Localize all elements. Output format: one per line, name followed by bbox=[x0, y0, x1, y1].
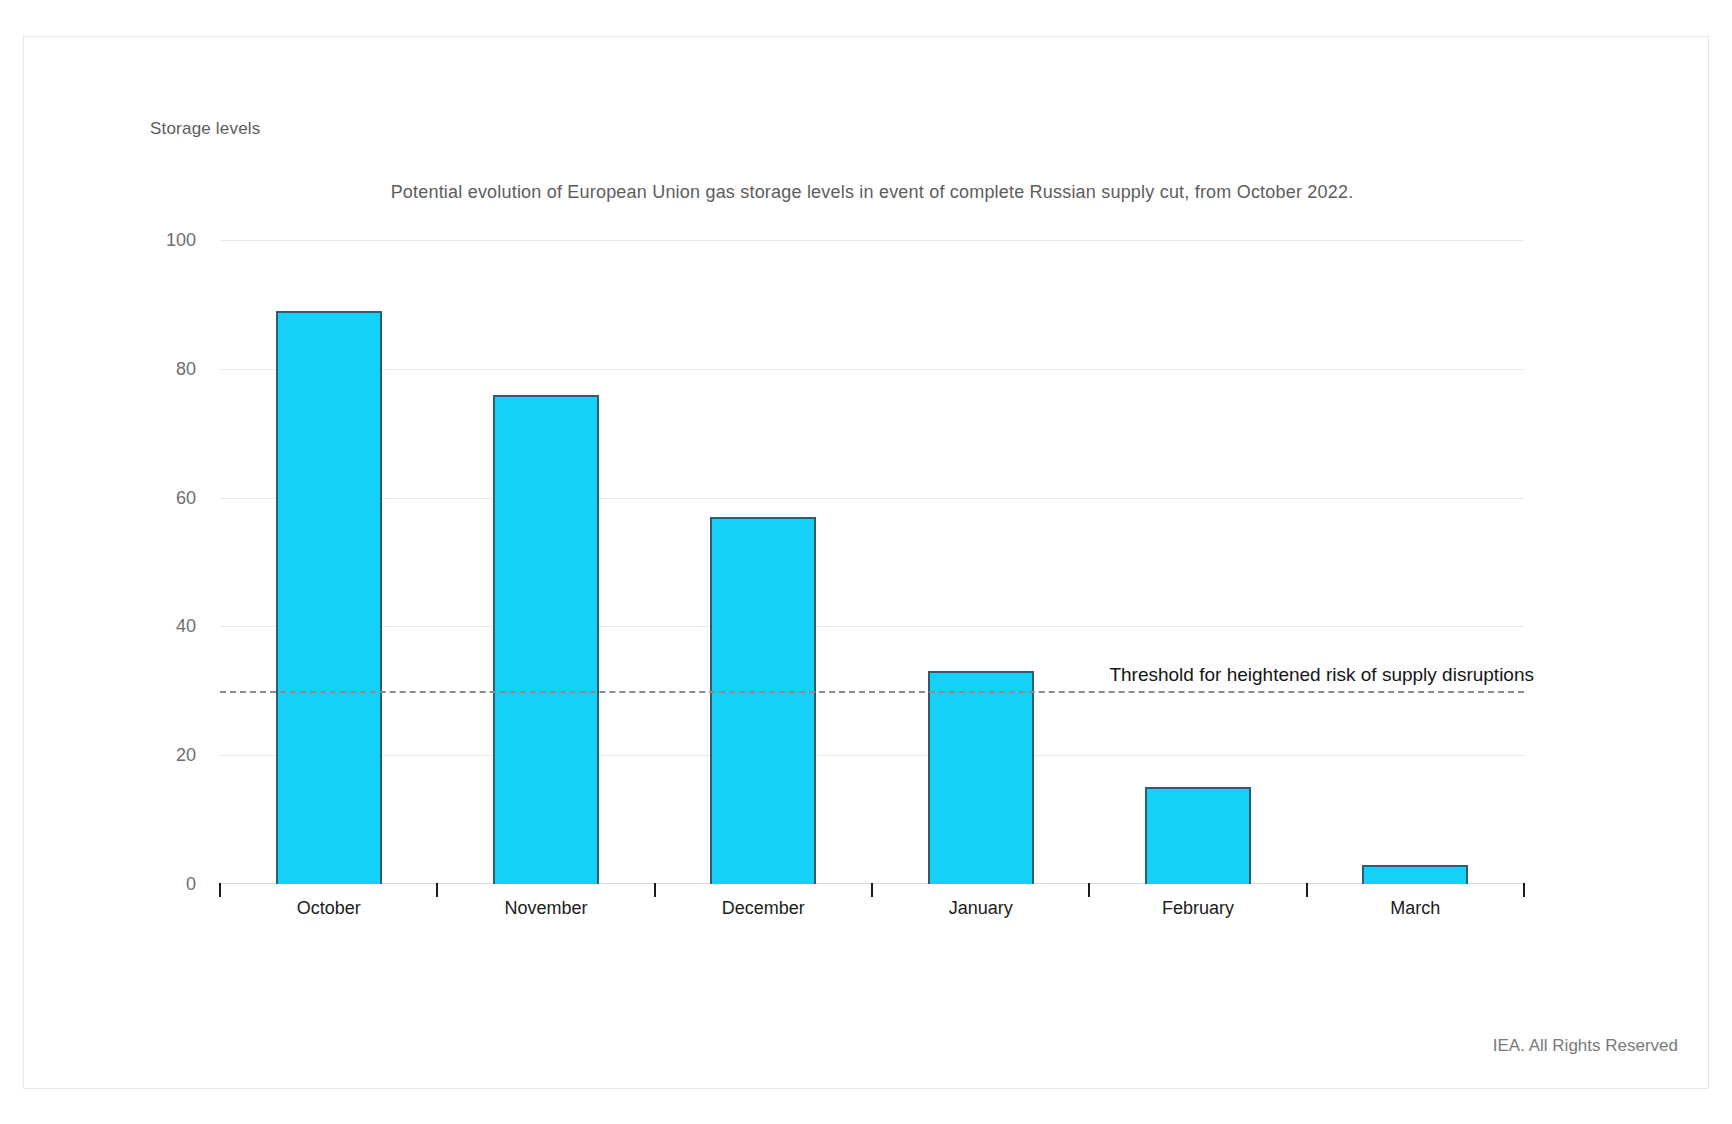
plot-area: Threshold for heightened risk of supply … bbox=[220, 240, 1524, 884]
copyright-credit: IEA. All Rights Reserved bbox=[1493, 1036, 1678, 1056]
x-axis-tick-mark bbox=[1088, 883, 1090, 897]
bar-march[interactable] bbox=[1362, 865, 1468, 884]
bar-slot-november bbox=[437, 240, 654, 884]
x-axis-tick-mark bbox=[654, 883, 656, 897]
x-axis-tick-mark bbox=[1306, 883, 1308, 897]
bar-slot-february bbox=[1089, 240, 1306, 884]
bar-slot-march bbox=[1307, 240, 1524, 884]
y-tick-label-0: 0 bbox=[24, 874, 196, 895]
y-tick-label-80: 80 bbox=[24, 358, 196, 379]
x-category-label-february: February bbox=[1089, 898, 1306, 919]
chart-title: Potential evolution of European Union ga… bbox=[220, 182, 1524, 203]
x-axis-tick-mark bbox=[219, 883, 221, 897]
bar-slot-january bbox=[872, 240, 1089, 884]
bar-january[interactable] bbox=[928, 671, 1034, 884]
x-category-label-march: March bbox=[1307, 898, 1524, 919]
y-tick-label-40: 40 bbox=[24, 616, 196, 637]
bar-slot-october bbox=[220, 240, 437, 884]
x-axis-tick-mark bbox=[871, 883, 873, 897]
y-axis-tick-labels: 020406080100 bbox=[24, 240, 196, 884]
threshold-label: Threshold for heightened risk of supply … bbox=[1109, 664, 1534, 686]
bar-october[interactable] bbox=[276, 311, 382, 884]
y-tick-label-100: 100 bbox=[24, 230, 196, 251]
bar-december[interactable] bbox=[710, 517, 816, 884]
bar-slot-december bbox=[655, 240, 872, 884]
x-axis-tick-mark bbox=[436, 883, 438, 897]
y-tick-label-60: 60 bbox=[24, 487, 196, 508]
x-axis-category-labels: OctoberNovemberDecemberJanuaryFebruaryMa… bbox=[220, 898, 1524, 924]
x-category-label-december: December bbox=[655, 898, 872, 919]
x-category-label-november: November bbox=[437, 898, 654, 919]
chart-card: Storage levels Potential evolution of Eu… bbox=[23, 36, 1709, 1089]
x-category-label-october: October bbox=[220, 898, 437, 919]
x-category-label-january: January bbox=[872, 898, 1089, 919]
threshold-line bbox=[220, 691, 1524, 693]
bar-february[interactable] bbox=[1145, 787, 1251, 884]
y-tick-label-20: 20 bbox=[24, 745, 196, 766]
bar-november[interactable] bbox=[493, 395, 599, 884]
x-axis-tick-mark bbox=[1523, 883, 1525, 897]
y-axis-title: Storage levels bbox=[150, 119, 261, 139]
